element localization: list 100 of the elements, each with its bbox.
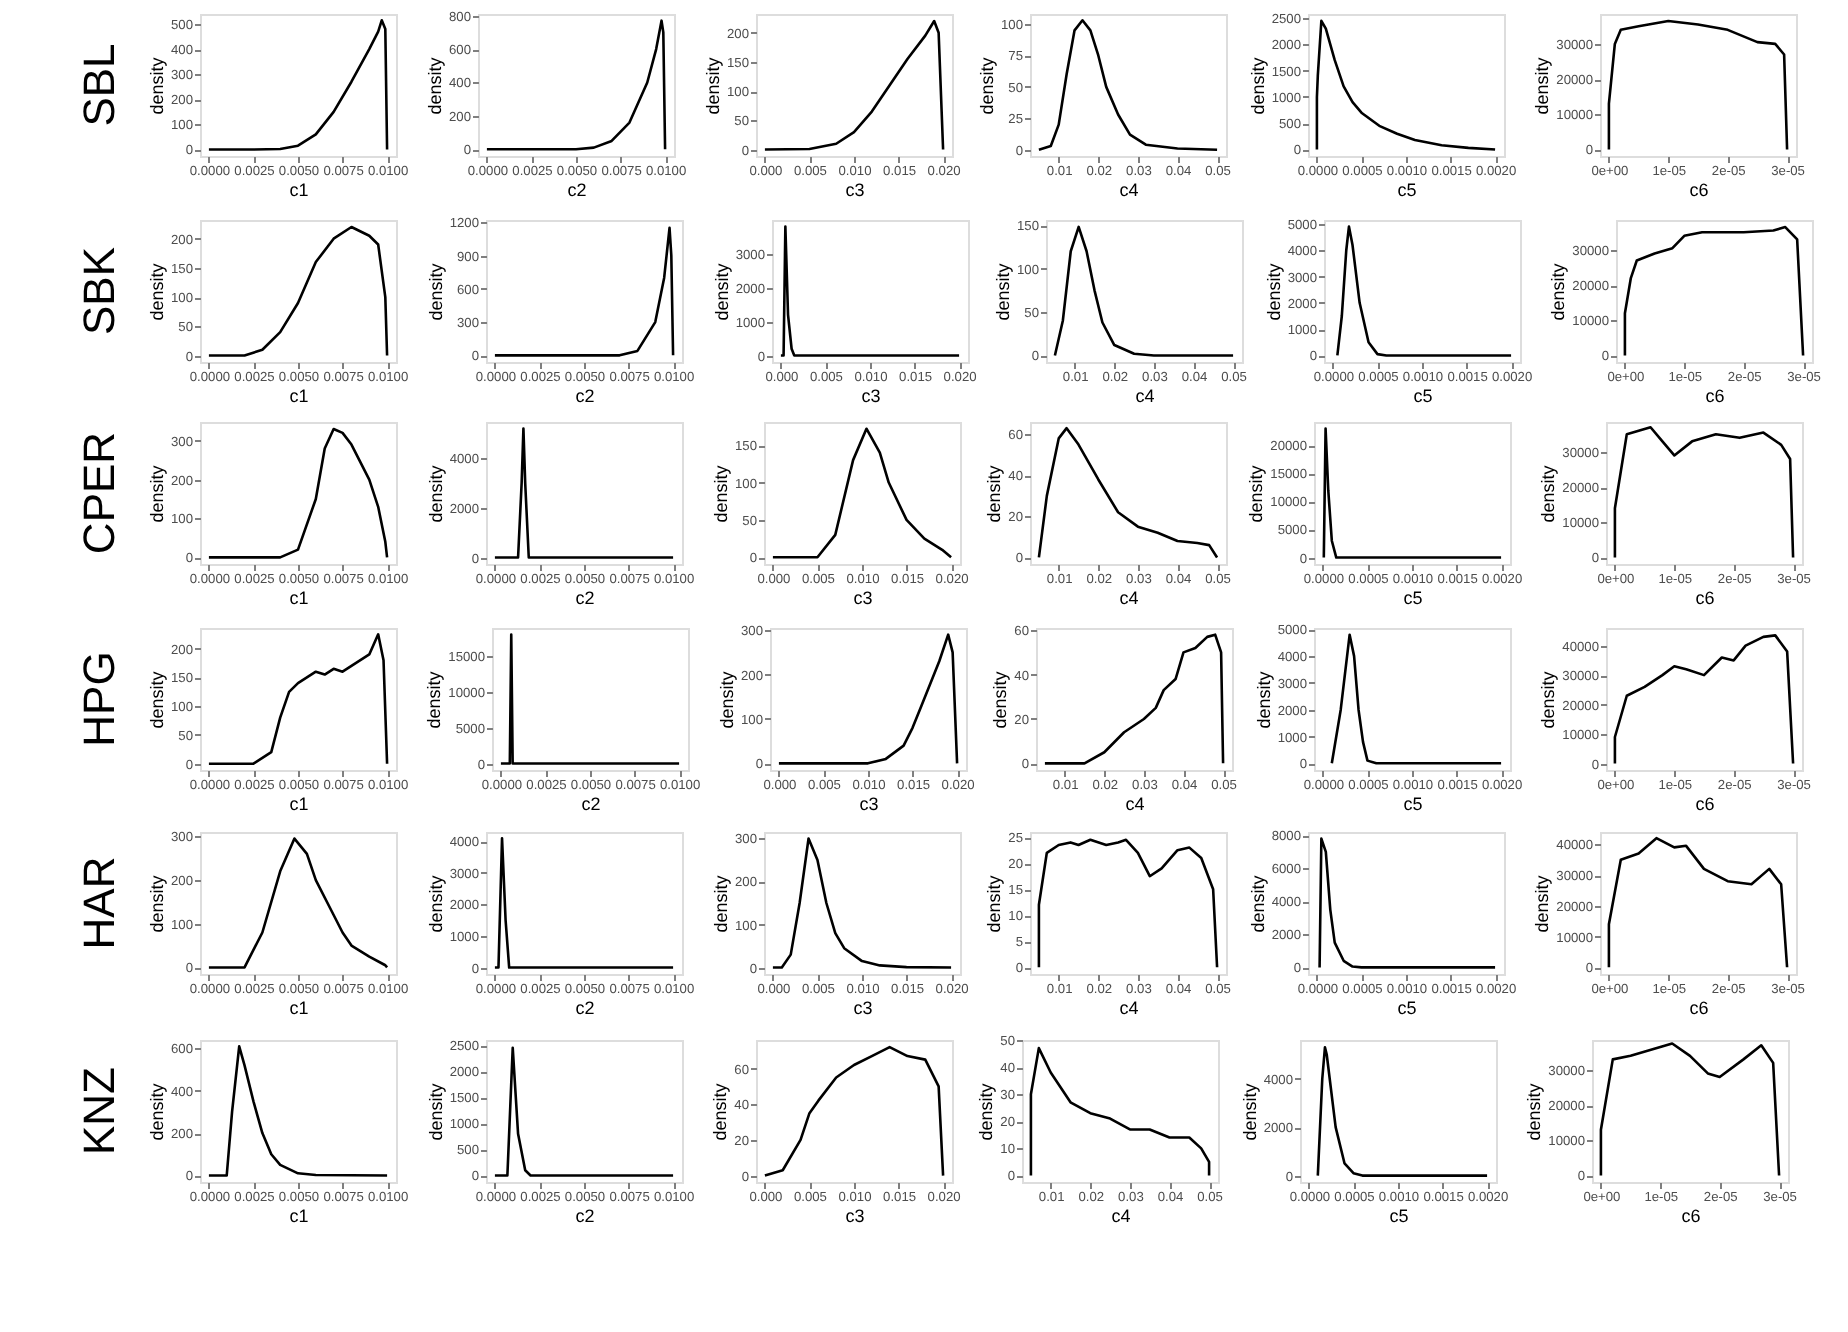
x-axis-title: c5 — [1403, 794, 1423, 815]
y-axis-title: density — [425, 1082, 446, 1141]
x-axis-title: c3 — [853, 588, 873, 609]
x-axis-title: c6 — [1681, 1206, 1701, 1227]
line-series — [1607, 836, 1789, 969]
x-axis-title: c4 — [1135, 386, 1155, 407]
line-series — [777, 633, 959, 765]
y-axis-title: density — [425, 464, 446, 523]
line-series — [779, 225, 961, 357]
y-axis-title: density — [147, 262, 167, 321]
y-axis-title: density — [147, 56, 167, 115]
x-axis-title: c3 — [845, 180, 865, 201]
line-series — [207, 225, 389, 357]
x-axis-title: c2 — [567, 180, 587, 201]
line-series — [207, 633, 389, 765]
y-axis-title: density — [984, 874, 1005, 933]
y-axis-title: density — [703, 56, 723, 115]
line-series — [763, 1045, 945, 1177]
y-axis-title: density — [147, 670, 167, 729]
y-axis-title: density — [1247, 56, 1268, 115]
line-series — [1623, 225, 1805, 357]
text: CPER — [74, 431, 124, 555]
line-series — [485, 19, 667, 151]
x-axis-title: c2 — [581, 794, 601, 815]
y-axis-title: density — [1538, 670, 1559, 729]
line-series — [771, 837, 953, 969]
text: SBL — [74, 43, 124, 127]
y-axis-title: density — [147, 874, 167, 933]
y-axis-title: density — [147, 1082, 167, 1141]
line-series — [1613, 425, 1795, 559]
x-axis-title: c1 — [289, 794, 309, 815]
text: KNZ — [74, 1067, 124, 1155]
line-series — [1607, 19, 1789, 151]
y-axis-title: density — [424, 670, 445, 729]
y-axis-title: density — [993, 262, 1013, 321]
line-series — [1037, 18, 1219, 152]
line-series — [1043, 633, 1225, 765]
line-series — [207, 837, 389, 969]
line-series — [1316, 1045, 1489, 1177]
x-axis-title: c4 — [1111, 1206, 1131, 1227]
y-axis-title: density — [425, 874, 446, 933]
text: HAR — [74, 856, 124, 950]
x-axis-title: c1 — [289, 1206, 309, 1227]
y-axis-title: density — [1247, 874, 1268, 933]
x-axis-title: c4 — [1125, 794, 1145, 815]
x-axis-title: c6 — [1689, 998, 1709, 1019]
x-axis-title: c5 — [1413, 386, 1433, 407]
x-axis-title: c6 — [1695, 794, 1715, 815]
line-series — [1336, 225, 1513, 357]
x-axis-title: c4 — [1119, 998, 1139, 1019]
y-axis-title: density — [1538, 464, 1559, 523]
y-axis-title: density — [717, 670, 737, 729]
y-axis-title: density — [1548, 262, 1569, 321]
y-axis-title: density — [425, 56, 445, 115]
y-axis-title: density — [1263, 262, 1284, 321]
text: SBK — [74, 246, 124, 336]
y-axis-title: density — [1532, 56, 1553, 115]
line-series — [1330, 633, 1503, 765]
y-axis-title: density — [711, 262, 732, 321]
x-axis-title: c4 — [1119, 588, 1139, 609]
y-axis-title: density — [1239, 1082, 1260, 1141]
x-axis-title: c2 — [575, 1206, 595, 1227]
line-series — [1322, 427, 1503, 559]
y-axis-title: density — [710, 1082, 731, 1141]
line-series — [1037, 838, 1219, 969]
line-series — [1053, 225, 1235, 357]
x-axis-title: c6 — [1705, 386, 1725, 407]
line-series — [1315, 19, 1497, 151]
x-axis-title: c3 — [859, 794, 879, 815]
x-axis-title: c6 — [1689, 180, 1709, 201]
x-axis-title: c2 — [575, 998, 595, 1019]
line-series — [763, 19, 945, 151]
x-axis-title: c2 — [575, 588, 595, 609]
x-axis-title: c2 — [575, 386, 595, 407]
x-axis-title: c3 — [853, 998, 873, 1019]
x-axis-title: c6 — [1695, 588, 1715, 609]
x-axis-title: c1 — [289, 180, 309, 201]
x-axis-title: c5 — [1403, 588, 1423, 609]
y-axis-title: density — [977, 56, 997, 115]
y-axis-title: density — [976, 1082, 997, 1141]
y-axis-title: density — [984, 464, 1005, 523]
line-series — [1599, 1042, 1781, 1177]
x-axis-title: c3 — [861, 386, 881, 407]
y-axis-title: density — [147, 464, 167, 523]
line-series — [207, 427, 389, 559]
line-series — [493, 1046, 675, 1177]
y-axis-title: density — [1524, 1082, 1545, 1141]
line-series — [207, 18, 389, 151]
x-axis-title: c1 — [289, 588, 309, 609]
line-series — [1318, 837, 1497, 969]
y-axis-title: density — [990, 670, 1011, 729]
x-axis-title: c1 — [289, 998, 309, 1019]
y-axis-title: density — [1253, 670, 1274, 729]
line-series — [771, 427, 953, 559]
text: HPG — [74, 651, 124, 747]
x-axis-title: c5 — [1397, 998, 1417, 1019]
x-axis-title: c5 — [1389, 1206, 1409, 1227]
x-axis-title: c3 — [845, 1206, 865, 1227]
line-series — [1613, 634, 1795, 765]
x-axis-title: c1 — [289, 386, 309, 407]
